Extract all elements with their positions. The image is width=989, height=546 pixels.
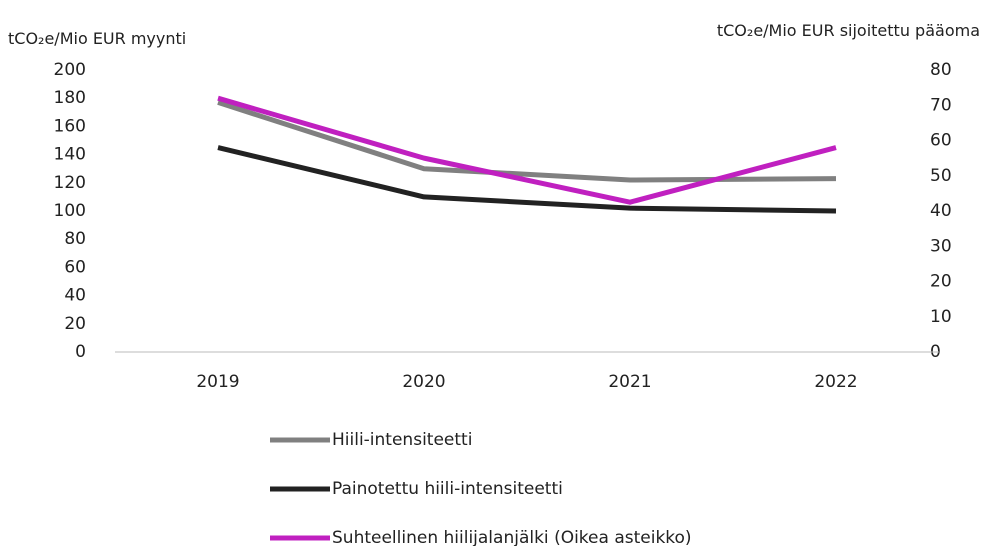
legend-label: Suhteellinen hiilijalanjälki (Oikea aste…	[332, 528, 692, 546]
y-tick-label: 20	[64, 314, 86, 334]
y-tick-label: 60	[64, 257, 86, 277]
y-tick-label: 0	[75, 342, 86, 362]
y-tick-label: 100	[54, 201, 86, 221]
y2-axis-label: tCO₂e/Mio EUR sijoitettu pääoma	[716, 21, 980, 40]
series-line	[217, 100, 837, 183]
y-tick-label: 40	[64, 286, 86, 306]
y-tick-label: 80	[64, 229, 86, 249]
y-tick-label: 200	[54, 60, 86, 80]
y2-tick-label: 60	[930, 131, 952, 151]
legend-label: Painotettu hiili-intensiteetti	[332, 479, 563, 499]
x-tick-label: 2020	[402, 372, 445, 392]
series-line	[217, 145, 837, 214]
y2-tick-label: 50	[930, 166, 952, 186]
y-tick-label: 180	[54, 88, 86, 108]
legend-label: Hiili-intensiteetti	[332, 430, 472, 450]
y-tick-label: 120	[54, 173, 86, 193]
y2-tick-label: 20	[930, 272, 952, 292]
series-line	[217, 95, 837, 205]
y2-tick-label: 70	[930, 95, 952, 115]
y2-tick-label: 30	[930, 236, 952, 256]
y-tick-label: 160	[54, 116, 86, 136]
x-tick-label: 2019	[196, 372, 239, 392]
x-tick-label: 2021	[608, 372, 651, 392]
y-axis-label: tCO₂e/Mio EUR myynti	[8, 29, 187, 48]
x-tick-label: 2022	[814, 372, 857, 392]
y2-tick-label: 10	[930, 307, 952, 327]
y2-tick-label: 40	[930, 201, 952, 221]
y2-tick-label: 80	[930, 60, 952, 80]
y-tick-label: 140	[54, 145, 86, 165]
